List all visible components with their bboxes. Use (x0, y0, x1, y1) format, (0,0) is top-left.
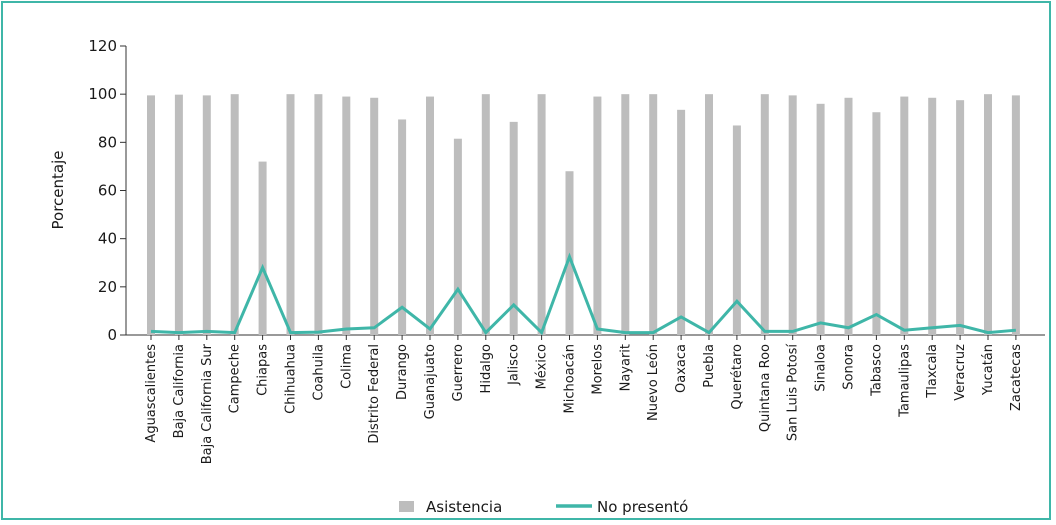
bar (705, 94, 713, 336)
line-no-presento (150, 252, 1017, 336)
x-tick-label: Yucatán (981, 344, 996, 396)
bars-asistencia (147, 94, 1020, 336)
x-tick-label: Morelos (590, 344, 605, 395)
x-tick-label: Quintana Roo (758, 344, 773, 432)
bar (593, 96, 602, 335)
x-tick-label: Oaxaca (674, 344, 689, 393)
bar (370, 97, 379, 335)
x-tick-label: Jalisco (507, 344, 522, 386)
y-tick-label: 40 (98, 230, 117, 248)
x-tick-label: San Luis Potosí (786, 344, 801, 442)
y-tick-label: 100 (88, 85, 117, 103)
x-tick-label: Coahuila (311, 344, 326, 401)
bar (286, 94, 295, 336)
y-axis-title: Porcentaje (49, 151, 67, 230)
legend-swatch-asistencia (399, 501, 414, 512)
y-tick-label: 20 (98, 278, 117, 296)
x-tick-label: Tamaulipas (897, 344, 912, 418)
x-tick-label: Guanajuato (423, 344, 438, 419)
x-tick-label: México (535, 344, 550, 389)
bar (230, 94, 239, 336)
x-tick-label: Sinaloa (814, 344, 829, 392)
axes: 0 20 40 60 80 100 120 (88, 37, 1045, 344)
bar (732, 125, 741, 335)
x-tick-label: Guerrero (451, 344, 466, 402)
bar (872, 112, 881, 336)
x-tick-label: Campeche (228, 344, 243, 413)
x-tick-label: Puebla (702, 344, 717, 388)
bar (509, 121, 518, 335)
bar (481, 94, 490, 336)
bar (426, 96, 434, 335)
bar (900, 96, 909, 335)
bar (844, 97, 853, 335)
y-tick-label: 80 (98, 133, 117, 151)
bar (816, 103, 825, 335)
x-tick-label: Distrito Federal (367, 344, 382, 444)
x-tick-label: Chiapas (256, 344, 271, 396)
x-tick-label: Michoacán (563, 344, 578, 414)
y-tick-label: 60 (98, 182, 117, 200)
series-line (150, 252, 1017, 336)
x-tick-label: Veracruz (953, 344, 968, 401)
x-tick-label: Sonora (842, 344, 857, 390)
x-tick-label: Nayarit (618, 344, 633, 391)
legend-label-asistencia: Asistencia (426, 498, 502, 516)
bar (760, 94, 769, 336)
bar (202, 95, 211, 335)
bar (453, 138, 462, 335)
bar (1011, 95, 1020, 335)
bar (314, 94, 323, 336)
x-tick-label: Colima (339, 344, 354, 389)
bar (788, 95, 797, 335)
x-tick-label: Nuevo León (646, 344, 661, 421)
legend-label-no-presento: No presentó (597, 498, 688, 516)
bar (621, 94, 630, 336)
bar (928, 97, 937, 335)
bar (147, 95, 155, 335)
x-tick-label: Querétaro (730, 344, 745, 410)
x-tick-label: Aguascalientes (144, 344, 159, 443)
x-tick-label: Chihuahua (284, 344, 299, 414)
bar (258, 161, 267, 335)
bar (649, 94, 658, 336)
x-tick-label: Tlaxcala (925, 344, 940, 399)
y-tick-label: 120 (88, 37, 117, 55)
bar (174, 94, 183, 335)
x-tick-label: Durango (395, 344, 410, 400)
bar (537, 94, 546, 336)
bar (677, 109, 686, 335)
bar (342, 96, 351, 335)
legend: Asistencia No presentó (399, 498, 688, 516)
x-tick-labels: Aguascalientes Baja California Baja Califo… (144, 343, 1024, 464)
x-tick-label: Baja California (172, 344, 187, 438)
y-tick-label: 0 (107, 326, 117, 344)
bar (956, 100, 965, 335)
bar (984, 94, 992, 336)
x-tick-label: Hidalgo (479, 344, 494, 393)
x-tick-label: Baja California Sur (200, 343, 215, 464)
bar (398, 119, 407, 336)
x-tick-label: Tabasco (869, 344, 884, 397)
x-tick-label: Zacatecas (1009, 344, 1024, 411)
